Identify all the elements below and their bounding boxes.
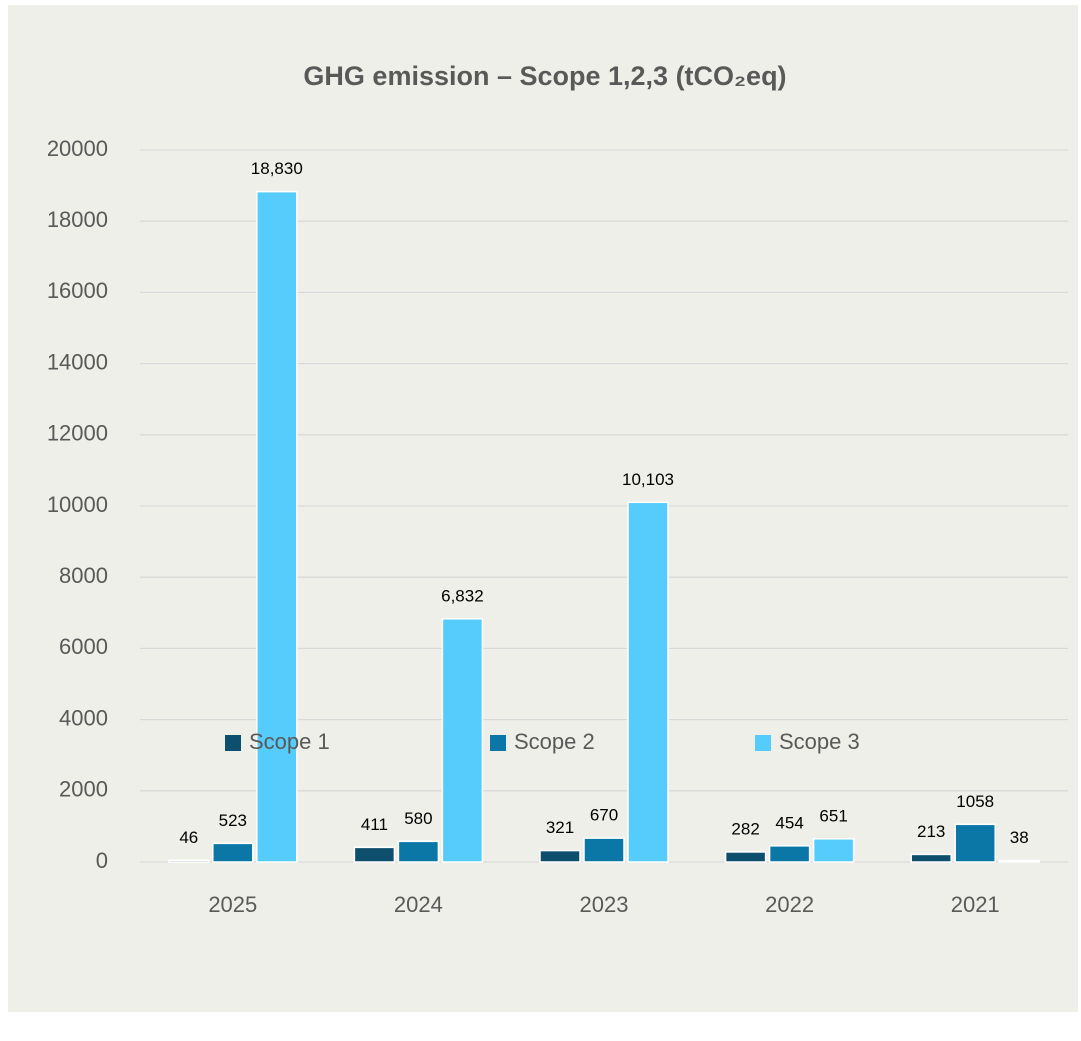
data-label: 18,830 (251, 159, 303, 178)
y-tick-label: 12000 (47, 421, 108, 446)
data-label: 6,832 (441, 586, 484, 605)
x-tick-label: 2024 (394, 892, 443, 917)
y-tick-label: 16000 (47, 278, 108, 303)
legend-label: Scope 2 (514, 729, 595, 754)
bar (256, 190, 298, 863)
data-label: 282 (731, 819, 759, 838)
y-tick-label: 8000 (59, 563, 108, 588)
data-label: 10,103 (622, 470, 674, 489)
bar (397, 840, 440, 863)
y-tick-label: 4000 (59, 705, 108, 730)
data-label: 1058 (956, 792, 994, 811)
data-label: 38 (1010, 828, 1029, 847)
bar (812, 838, 855, 863)
x-tick-label: 2025 (208, 892, 257, 917)
data-label: 454 (775, 813, 803, 832)
legend-label: Scope 1 (249, 729, 330, 754)
x-tick-label: 2021 (951, 892, 1000, 917)
y-tick-label: 2000 (59, 777, 108, 802)
bar (168, 859, 210, 863)
bar (441, 618, 484, 863)
y-tick-label: 14000 (47, 349, 108, 374)
y-tick-label: 10000 (47, 492, 108, 517)
data-label: 670 (590, 806, 618, 825)
legend-swatch (490, 735, 506, 751)
y-tick-label: 0 (96, 848, 108, 873)
legend-swatch (755, 735, 771, 751)
bar (998, 859, 1040, 863)
data-label: 523 (219, 811, 247, 830)
bar (353, 846, 396, 863)
y-tick-label: 18000 (47, 207, 108, 232)
chart-title: GHG emission – Scope 1,2,3 (tCO₂eq) (303, 61, 786, 91)
x-tick-label: 2022 (765, 892, 814, 917)
legend-label: Scope 3 (779, 729, 860, 754)
y-tick-label: 20000 (47, 136, 108, 161)
data-label: 213 (917, 822, 945, 841)
bar (539, 849, 581, 863)
bar (212, 842, 254, 863)
bar (724, 851, 767, 863)
data-label: 46 (179, 828, 198, 847)
bar (910, 853, 952, 863)
y-tick-label: 6000 (59, 634, 108, 659)
chart-background (8, 5, 1078, 1012)
data-label: 411 (361, 815, 388, 834)
x-tick-label: 2023 (580, 892, 629, 917)
data-label: 651 (819, 806, 847, 825)
bar (768, 845, 811, 863)
bar (627, 501, 669, 863)
data-label: 580 (404, 809, 432, 828)
data-label: 321 (546, 818, 574, 837)
bar (583, 837, 625, 863)
bar (954, 823, 996, 863)
legend-swatch (225, 735, 241, 751)
